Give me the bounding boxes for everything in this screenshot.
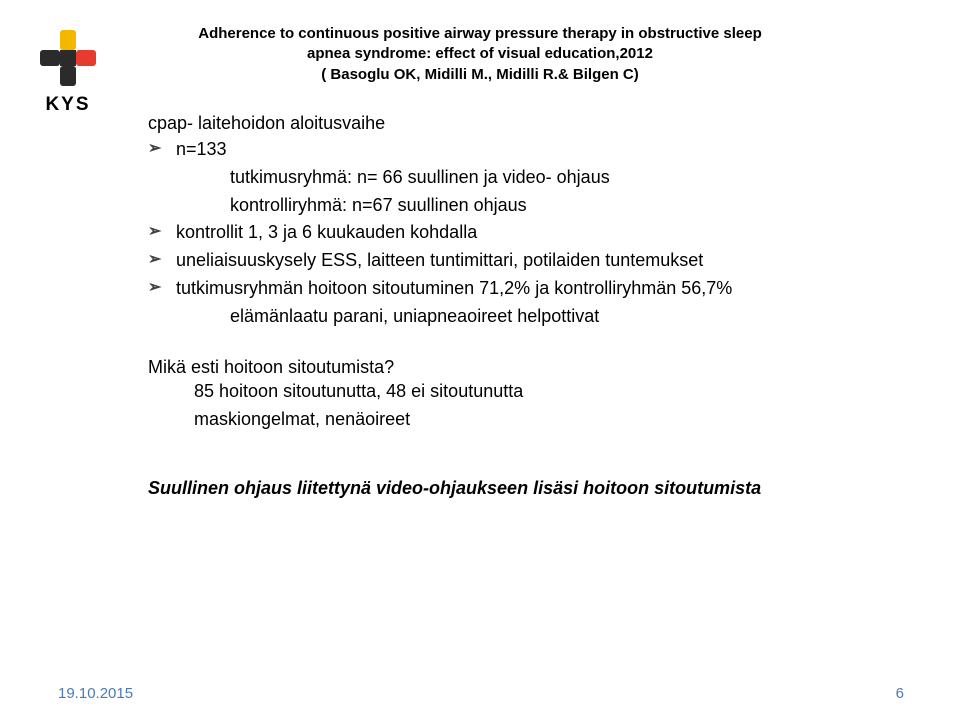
footer-page-number: 6 [896, 685, 904, 702]
bullet-text: kontrollit 1, 3 ja 6 kuukauden kohdalla [176, 222, 477, 242]
answer-line: 85 hoitoon sitoutunutta, 48 ei sitoutunu… [194, 378, 912, 406]
slide-body: cpap- laitehoidon aloitusvaihe ➢ n=133 t… [148, 113, 912, 499]
logo-label: KYS [28, 94, 108, 116]
bullet-list: ➢ n=133 tutkimusryhmä: n= 66 suullinen j… [148, 136, 912, 331]
title-line-2: apnea syndrome: effect of visual educati… [100, 44, 860, 64]
slide-title: Adherence to continuous positive airway … [100, 24, 860, 85]
title-line-3: ( Basoglu OK, Midilli M., Midilli R.& Bi… [100, 65, 860, 85]
chevron-right-icon: ➢ [148, 137, 161, 162]
bullet-item: ➢ uneliaisuuskysely ESS, laitteen tuntim… [148, 247, 912, 275]
bullet-item: ➢ kontrollit 1, 3 ja 6 kuukauden kohdall… [148, 219, 912, 247]
bullet-subtext: elämänlaatu parani, uniapneaoireet helpo… [230, 303, 912, 331]
bullet-subtext: tutkimusryhmä: n= 66 suullinen ja video-… [230, 164, 912, 192]
bullet-subtext: kontrolliryhmä: n=67 suullinen ohjaus [230, 192, 912, 220]
logo-mark [38, 28, 98, 88]
bullet-text: tutkimusryhmän hoitoon sitoutuminen 71,2… [176, 278, 732, 298]
chevron-right-icon: ➢ [148, 220, 161, 245]
bullet-text: uneliaisuuskysely ESS, laitteen tuntimit… [176, 250, 703, 270]
kys-logo: KYS [28, 28, 108, 116]
title-line-1: Adherence to continuous positive airway … [100, 24, 860, 44]
footer-date: 19.10.2015 [58, 685, 133, 702]
slide: KYS Adherence to continuous positive air… [0, 0, 960, 720]
lead-text: cpap- laitehoidon aloitusvaihe [148, 113, 912, 134]
bullet-text: n=133 [176, 139, 227, 159]
chevron-right-icon: ➢ [148, 276, 161, 301]
answer-line: maskiongelmat, nenäoireet [194, 406, 912, 434]
bullet-item: ➢ tutkimusryhmän hoitoon sitoutuminen 71… [148, 275, 912, 331]
bullet-item: ➢ n=133 tutkimusryhmä: n= 66 suullinen j… [148, 136, 912, 220]
chevron-right-icon: ➢ [148, 248, 161, 273]
question-text: Mikä esti hoitoon sitoutumista? [148, 357, 912, 378]
conclusion-text: Suullinen ohjaus liitettynä video-ohjauk… [148, 478, 912, 499]
